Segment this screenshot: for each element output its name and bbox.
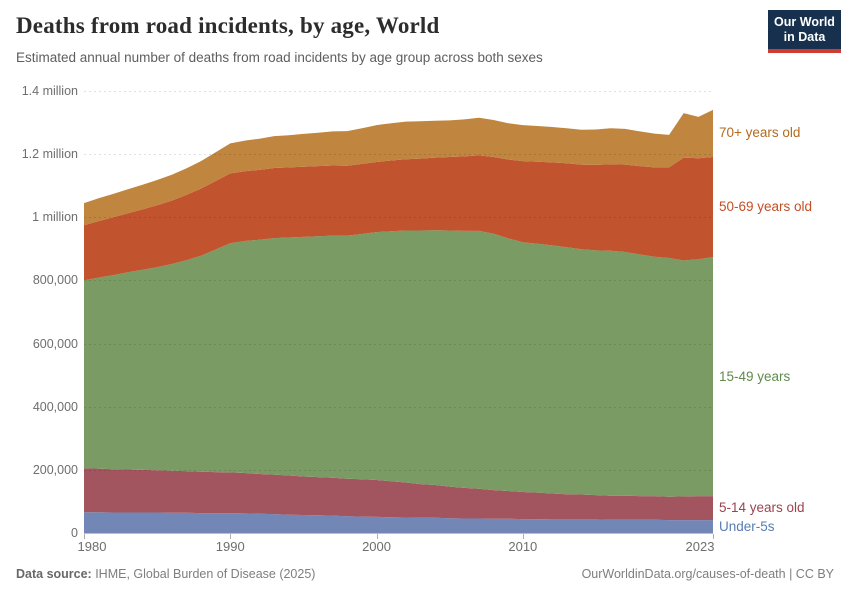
data-source-note: Data source: IHME, Global Burden of Dise… bbox=[16, 567, 315, 581]
legend-label-70plus[interactable]: 70+ years old bbox=[719, 125, 801, 141]
owid-logo-line2: in Data bbox=[783, 29, 826, 44]
y-axis-label: 1.2 million bbox=[21, 147, 78, 162]
legend-label-15-49[interactable]: 15-49 years bbox=[719, 368, 791, 384]
y-axis-label: 1 million bbox=[32, 210, 78, 225]
y-axis-label: 0 bbox=[71, 526, 78, 540]
y-axis-label: 1.4 million bbox=[21, 84, 78, 98]
y-axis-label: 400,000 bbox=[32, 399, 78, 414]
y-axis-label: 200,000 bbox=[32, 462, 78, 477]
data-source-text: IHME, Global Burden of Disease (2025) bbox=[91, 567, 316, 581]
x-axis-label: 2023 bbox=[685, 539, 715, 554]
owid-logo-line1: Our World bbox=[774, 14, 835, 29]
legend-label-50-69[interactable]: 50-69 years old bbox=[719, 199, 813, 215]
y-axis-label: 600,000 bbox=[32, 336, 78, 351]
legend-label-5-14[interactable]: 5-14 years old bbox=[719, 500, 805, 516]
x-axis-label: 1980 bbox=[77, 539, 107, 554]
y-axis-label: 800,000 bbox=[32, 273, 78, 288]
chart-subtitle: Estimated annual number of deaths from r… bbox=[16, 50, 543, 65]
x-axis-label: 2010 bbox=[508, 539, 538, 554]
page-title: Deaths from road incidents, by age, Worl… bbox=[16, 13, 440, 38]
x-axis-label: 1990 bbox=[215, 539, 245, 554]
x-axis-label: 2000 bbox=[362, 539, 391, 554]
data-source-label: Data source: bbox=[16, 567, 92, 581]
attribution-link[interactable]: OurWorldinData.org/causes-of-death | CC … bbox=[581, 567, 834, 581]
owid-logo: Our World in Data bbox=[768, 10, 841, 53]
legend-label-under5s[interactable]: Under-5s bbox=[719, 518, 775, 534]
